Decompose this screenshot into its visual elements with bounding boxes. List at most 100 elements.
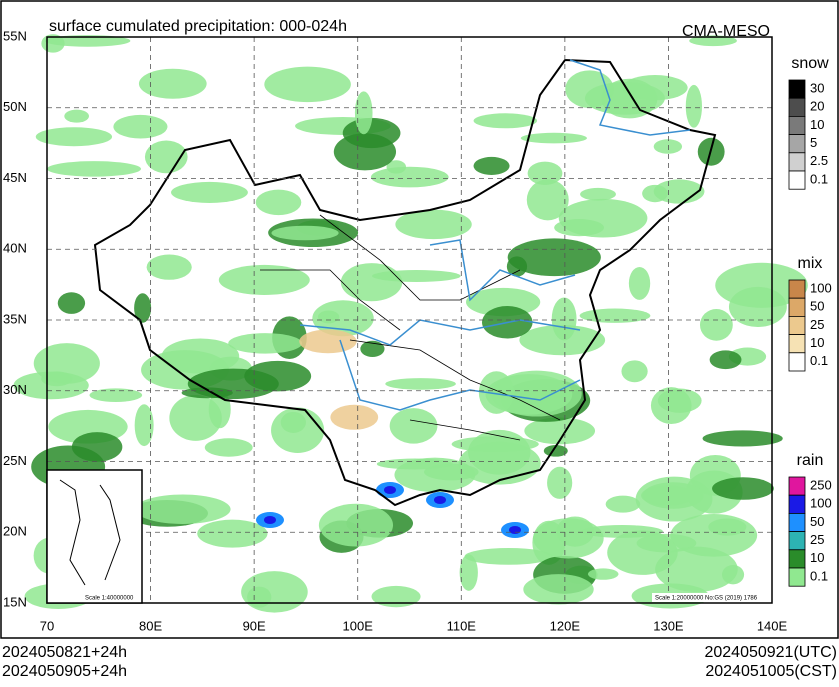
legend-swatch [788,79,806,99]
precip-area [340,263,403,302]
legend-label: 250 [810,477,832,492]
precip-area [709,350,742,370]
precip-area [317,310,340,324]
precip-area [71,432,123,462]
precip-area [146,254,192,280]
lat-label: 30N [3,382,27,397]
precip-area [271,225,339,241]
precip-area [728,286,787,327]
legend-swatch [788,352,806,372]
lat-label: 55N [3,28,27,43]
lat-label: 20N [3,524,27,539]
legend-swatch [788,531,806,551]
outer-frame [0,0,839,639]
legend-label: 100 [810,496,832,511]
precip-area [642,482,704,509]
precip-area [134,293,152,323]
legend-swatch [788,476,806,496]
legend-swatch [788,170,806,190]
map-title: surface cumulated precipitation: 000-024… [49,18,347,35]
precip-area [271,407,325,454]
legend-label: 5 [810,135,817,150]
lat-label: 35N [3,311,27,326]
lon-label: 140E [757,618,788,633]
precip-area [47,161,142,177]
precip-area [565,70,614,109]
precip-area [44,35,131,47]
precip-area [255,189,302,216]
precip-area [64,109,89,123]
map-frame [46,36,773,604]
precip-area [181,387,233,399]
precip-area [247,586,272,608]
precip-area [605,495,641,513]
precip-area [318,503,394,547]
lat-label: 40N [3,241,27,256]
scale-box [652,593,771,602]
legend-label: 50 [810,299,824,314]
legend-title: rain [797,452,824,469]
precip-area [622,75,688,101]
precip-area [459,554,478,591]
precip-area [330,404,379,430]
legend-swatch [788,334,806,354]
precip-area [385,378,456,390]
init-utc: 2024050821+24h [2,644,127,661]
heavy-rain [384,486,396,494]
precip-area [636,533,697,553]
precip-area [451,436,539,453]
precip-area [685,84,702,128]
country-border [93,58,717,507]
precip-area [699,309,733,341]
precip-area [507,238,601,277]
lon-label: 90E [243,618,266,633]
init-cst: 2024050905+24h [2,663,127,680]
legend-label: 25 [810,317,824,332]
precip-area [580,187,616,201]
precip-area [371,585,421,608]
precip-area [228,333,303,354]
valid-utc: 2024050921(UTC) [704,644,837,661]
valid-cst: 2024051005(CST) [705,663,837,680]
lon-label: 80E [139,618,162,633]
heavy-rain [264,516,276,524]
precip-area [138,68,207,99]
precip-area [218,264,310,295]
precip-area [533,518,604,559]
map-scale: Scale 1:20000000 No:GS (2019) 1786 [655,596,758,602]
precip-area [35,127,113,147]
precip-area [394,457,476,493]
legend-swatch [788,513,806,533]
precip-area [370,166,449,188]
precip-area [689,35,737,47]
legend-label: 25 [810,532,824,547]
legend-title: snow [791,55,829,72]
legend-label: 20 [810,99,824,114]
precip-area [523,574,594,605]
lat-label: 50N [3,99,27,114]
precip-area [354,91,373,135]
legend-label: 10 [810,335,824,350]
precip-area [244,360,312,392]
inset-map [46,469,143,604]
precip-area [628,266,651,300]
precip-area [169,395,222,441]
legend-swatch [788,116,806,136]
precip-area [653,179,705,204]
lon-label: 110E [447,618,477,633]
precip-area [171,181,248,203]
precip-area [579,308,651,323]
precip-area [204,438,253,457]
precip-area [264,66,351,103]
lat-label: 45N [3,170,27,185]
precip-area [524,417,596,445]
precip-area [558,198,648,238]
precip-area [389,408,438,444]
precipitation-field [13,34,808,613]
legend-label: 0.1 [810,171,828,186]
precip-area [587,568,619,580]
river [299,59,691,411]
inset-border [59,479,121,586]
legend-swatch [788,152,806,172]
lon-label: 70 [40,618,54,633]
